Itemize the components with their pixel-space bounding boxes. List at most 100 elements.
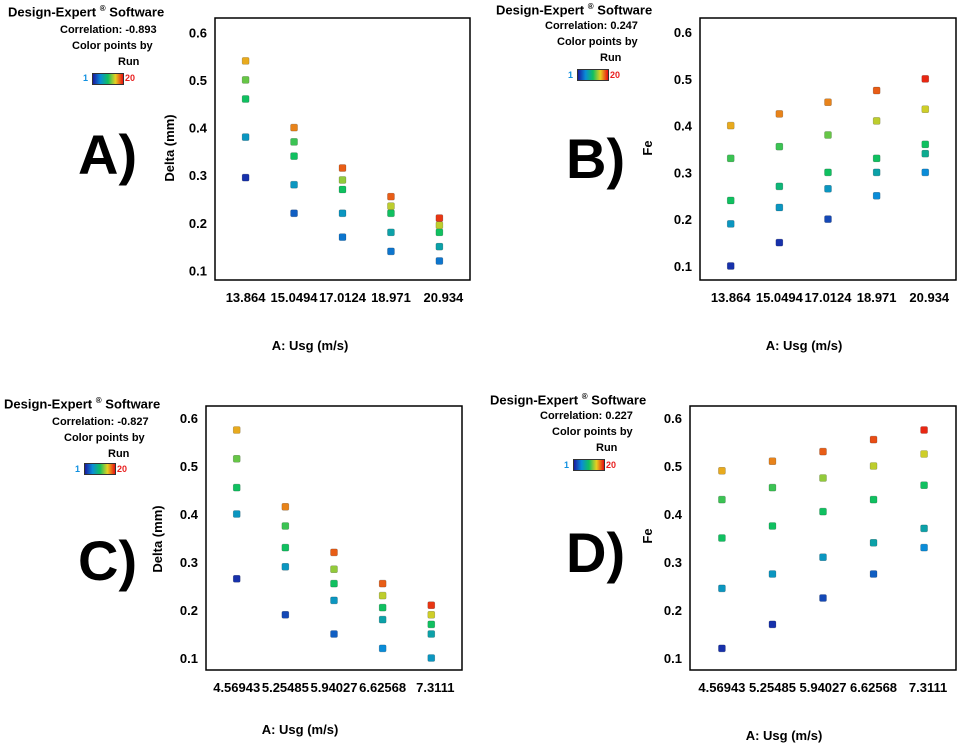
- data-point: [290, 180, 298, 189]
- data-point: [232, 575, 241, 583]
- y-axis-label: Delta (mm): [150, 505, 165, 572]
- plot-area: [689, 405, 957, 671]
- correlation-text: Correlation: 0.247: [545, 20, 638, 32]
- data-point: [241, 133, 250, 141]
- data-point: [872, 154, 881, 163]
- color-by-text: Color points by: [552, 426, 633, 438]
- x-tick-label: 17.0124: [805, 290, 853, 305]
- x-tick-label: 20.934: [909, 290, 950, 305]
- data-point: [819, 507, 827, 516]
- correlation-text: Correlation: -0.893: [60, 24, 157, 36]
- data-point: [427, 654, 436, 662]
- color-legend-bar: [577, 69, 609, 81]
- legend-min: 1: [75, 464, 81, 474]
- y-tick-label: 0.6: [664, 411, 682, 426]
- data-point: [241, 76, 250, 84]
- data-point: [427, 601, 436, 609]
- scatter-chart-a: 0.1 0.2 0.3 0.4 0.5 0.6 13.864 15.0494 17.0124 18…: [162, 17, 471, 353]
- data-point: [775, 238, 784, 247]
- x-tick-label: 18.971: [857, 290, 897, 305]
- data-point: [718, 644, 726, 653]
- data-point: [824, 168, 832, 177]
- y-tick-label: 0.3: [189, 168, 207, 183]
- y-tick-label: 0.4: [180, 507, 199, 522]
- panel-label: B): [566, 127, 626, 190]
- data-point: [726, 220, 735, 228]
- data-point: [921, 149, 930, 158]
- data-point: [378, 615, 387, 624]
- x-tick-label: 17.0124: [319, 290, 367, 305]
- data-point: [869, 570, 878, 578]
- y-tick-label: 0.6: [674, 25, 692, 40]
- data-point: [726, 262, 735, 270]
- data-point: [427, 630, 436, 638]
- x-tick-label: 18.971: [371, 290, 411, 305]
- data-point: [718, 534, 726, 542]
- y-tick-label: 0.4: [674, 119, 693, 134]
- data-point: [435, 257, 444, 265]
- y-tick-label: 0.3: [664, 555, 682, 570]
- data-point: [330, 579, 338, 588]
- data-point: [726, 196, 735, 205]
- scatter-chart-d: 0.1 0.2 0.3 0.4 0.5 0.6 4.56943 5.25485 5.94027 6…: [640, 405, 957, 743]
- software-title: Design-Expert ® Software: [496, 2, 653, 18]
- y-tick-label: 0.3: [674, 165, 692, 180]
- y-tick-label: 0.4: [189, 121, 208, 136]
- data-point: [232, 426, 241, 434]
- panel-label: D): [566, 521, 626, 584]
- legend-min: 1: [568, 70, 574, 80]
- data-point: [921, 105, 930, 114]
- legend-min: 1: [83, 73, 89, 83]
- data-point: [718, 495, 726, 504]
- color-by-text: Color points by: [72, 40, 153, 52]
- y-axis-label: Delta (mm): [162, 114, 177, 181]
- data-point: [768, 457, 777, 466]
- legend-max: 20: [125, 73, 136, 83]
- data-point: [290, 152, 298, 160]
- x-tick-label: 13.864: [226, 290, 267, 305]
- data-point: [387, 192, 395, 201]
- plot-area: [699, 17, 957, 281]
- y-tick-label: 0.5: [189, 73, 207, 88]
- data-point: [726, 154, 735, 163]
- data-point: [281, 563, 290, 571]
- data-point: [435, 242, 444, 251]
- data-point: [921, 140, 930, 149]
- data-point: [330, 565, 338, 573]
- data-point: [435, 214, 444, 222]
- data-point: [920, 426, 928, 434]
- data-point: [872, 117, 881, 125]
- data-point: [775, 203, 784, 212]
- x-tick-label: 4.56943: [213, 680, 260, 695]
- color-legend-bar: [84, 463, 116, 475]
- data-point: [869, 539, 878, 547]
- x-axis-label: A: Usg (m/s): [272, 338, 349, 353]
- y-tick-label: 0.1: [180, 651, 198, 666]
- data-point: [241, 95, 250, 103]
- data-point: [338, 164, 347, 172]
- x-tick-label: 13.864: [711, 290, 752, 305]
- data-point: [330, 548, 338, 557]
- y-tick-label: 0.5: [664, 459, 682, 474]
- x-tick-label: 6.62568: [850, 680, 897, 695]
- data-point: [921, 168, 930, 177]
- data-point: [387, 209, 395, 218]
- data-point: [241, 57, 250, 65]
- data-point: [819, 594, 827, 602]
- y-tick-label: 0.1: [189, 263, 207, 278]
- y-tick-label: 0.5: [180, 459, 198, 474]
- data-point: [819, 447, 827, 456]
- legend-max: 20: [117, 464, 128, 474]
- data-point: [718, 584, 726, 593]
- x-tick-label: 4.56943: [698, 680, 745, 695]
- data-point: [338, 185, 347, 194]
- x-tick-label: 5.94027: [311, 680, 358, 695]
- x-tick-label: 6.62568: [359, 680, 406, 695]
- data-point: [872, 86, 881, 95]
- correlation-text: Correlation: -0.827: [52, 416, 149, 428]
- scatter-chart-b: 0.1 0.2 0.3 0.4 0.5 0.6 13.864 15.0494 17.0124 18…: [640, 17, 957, 353]
- data-point: [869, 462, 878, 470]
- color-by-run: Run: [596, 442, 618, 454]
- y-tick-label: 0.1: [674, 259, 692, 274]
- data-point: [241, 173, 250, 182]
